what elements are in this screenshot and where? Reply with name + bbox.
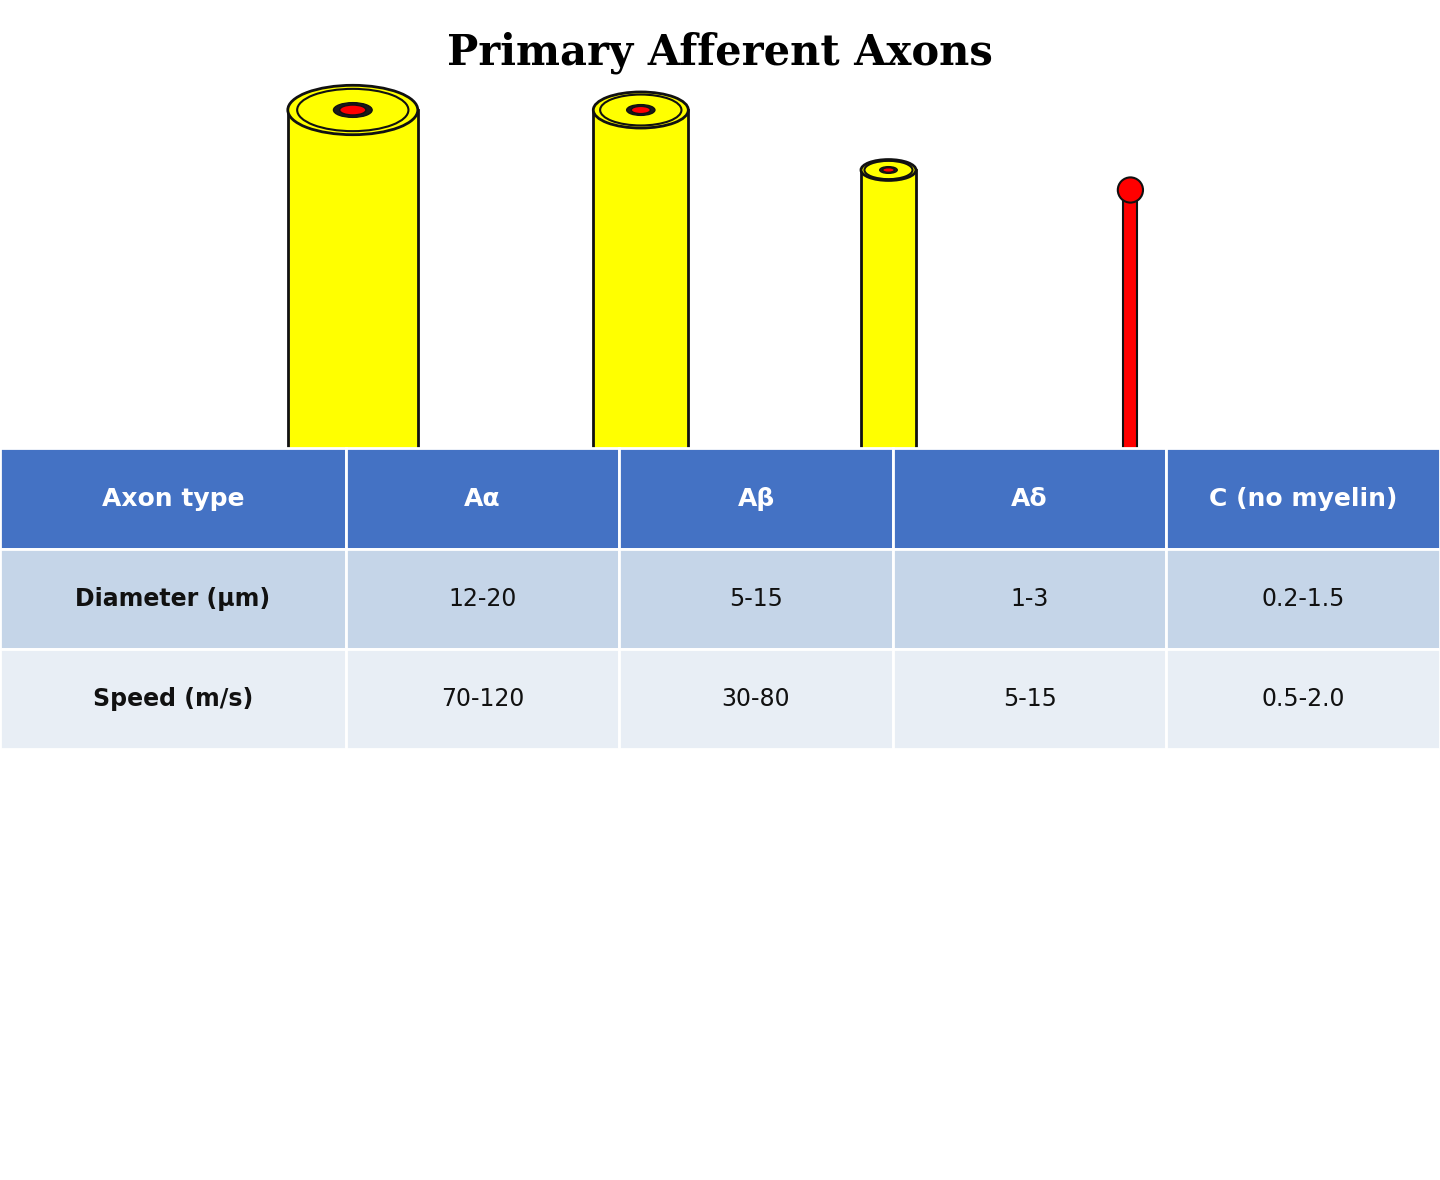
- Bar: [1166, 649, 1440, 749]
- Text: 5-15: 5-15: [729, 586, 783, 611]
- Ellipse shape: [871, 164, 906, 177]
- Ellipse shape: [626, 105, 655, 116]
- Ellipse shape: [315, 96, 390, 124]
- Ellipse shape: [297, 88, 409, 131]
- Text: Diameter (μm): Diameter (μm): [75, 586, 271, 611]
- Text: 70-120: 70-120: [441, 687, 524, 712]
- Text: Aδ: Aδ: [1011, 486, 1048, 511]
- Bar: [0, 448, 346, 549]
- Ellipse shape: [1117, 177, 1143, 203]
- Ellipse shape: [288, 85, 418, 135]
- Ellipse shape: [593, 92, 688, 129]
- Text: Primary Afferent Axons: Primary Afferent Axons: [446, 32, 994, 74]
- Ellipse shape: [861, 583, 916, 597]
- Text: Speed (m/s): Speed (m/s): [92, 687, 253, 712]
- Bar: [1166, 549, 1440, 649]
- Bar: [593, 110, 688, 590]
- Text: 0.5-2.0: 0.5-2.0: [1261, 687, 1345, 712]
- Bar: [861, 170, 916, 590]
- Bar: [288, 110, 418, 590]
- Text: C (no myelin): C (no myelin): [1210, 486, 1397, 511]
- Text: Aα: Aα: [464, 486, 501, 511]
- Text: 0.2-1.5: 0.2-1.5: [1261, 586, 1345, 611]
- Ellipse shape: [631, 106, 651, 113]
- Bar: [619, 448, 893, 549]
- Ellipse shape: [600, 94, 681, 125]
- Ellipse shape: [864, 160, 913, 179]
- Ellipse shape: [593, 577, 688, 603]
- Bar: [0, 549, 346, 649]
- Ellipse shape: [861, 159, 916, 181]
- Bar: [346, 549, 619, 649]
- Bar: [619, 649, 893, 749]
- Bar: [619, 549, 893, 649]
- Text: 5-15: 5-15: [1002, 687, 1057, 712]
- Bar: [346, 649, 619, 749]
- Ellipse shape: [1123, 588, 1138, 592]
- Ellipse shape: [307, 92, 399, 127]
- Ellipse shape: [880, 166, 897, 173]
- Bar: [0, 649, 346, 749]
- Bar: [1123, 190, 1138, 590]
- Bar: [893, 549, 1166, 649]
- Text: 1-3: 1-3: [1011, 586, 1048, 611]
- Text: 30-80: 30-80: [721, 687, 791, 712]
- Bar: [1166, 448, 1440, 549]
- Ellipse shape: [340, 105, 366, 114]
- Text: 12-20: 12-20: [448, 586, 517, 611]
- Ellipse shape: [613, 100, 668, 120]
- Ellipse shape: [868, 162, 909, 178]
- Ellipse shape: [608, 97, 674, 123]
- Ellipse shape: [334, 103, 372, 117]
- Text: Aβ: Aβ: [737, 486, 775, 511]
- Bar: [893, 448, 1166, 549]
- Text: Axon type: Axon type: [102, 486, 243, 511]
- Bar: [346, 448, 619, 549]
- Ellipse shape: [883, 168, 894, 172]
- Bar: [893, 649, 1166, 749]
- Ellipse shape: [288, 572, 418, 608]
